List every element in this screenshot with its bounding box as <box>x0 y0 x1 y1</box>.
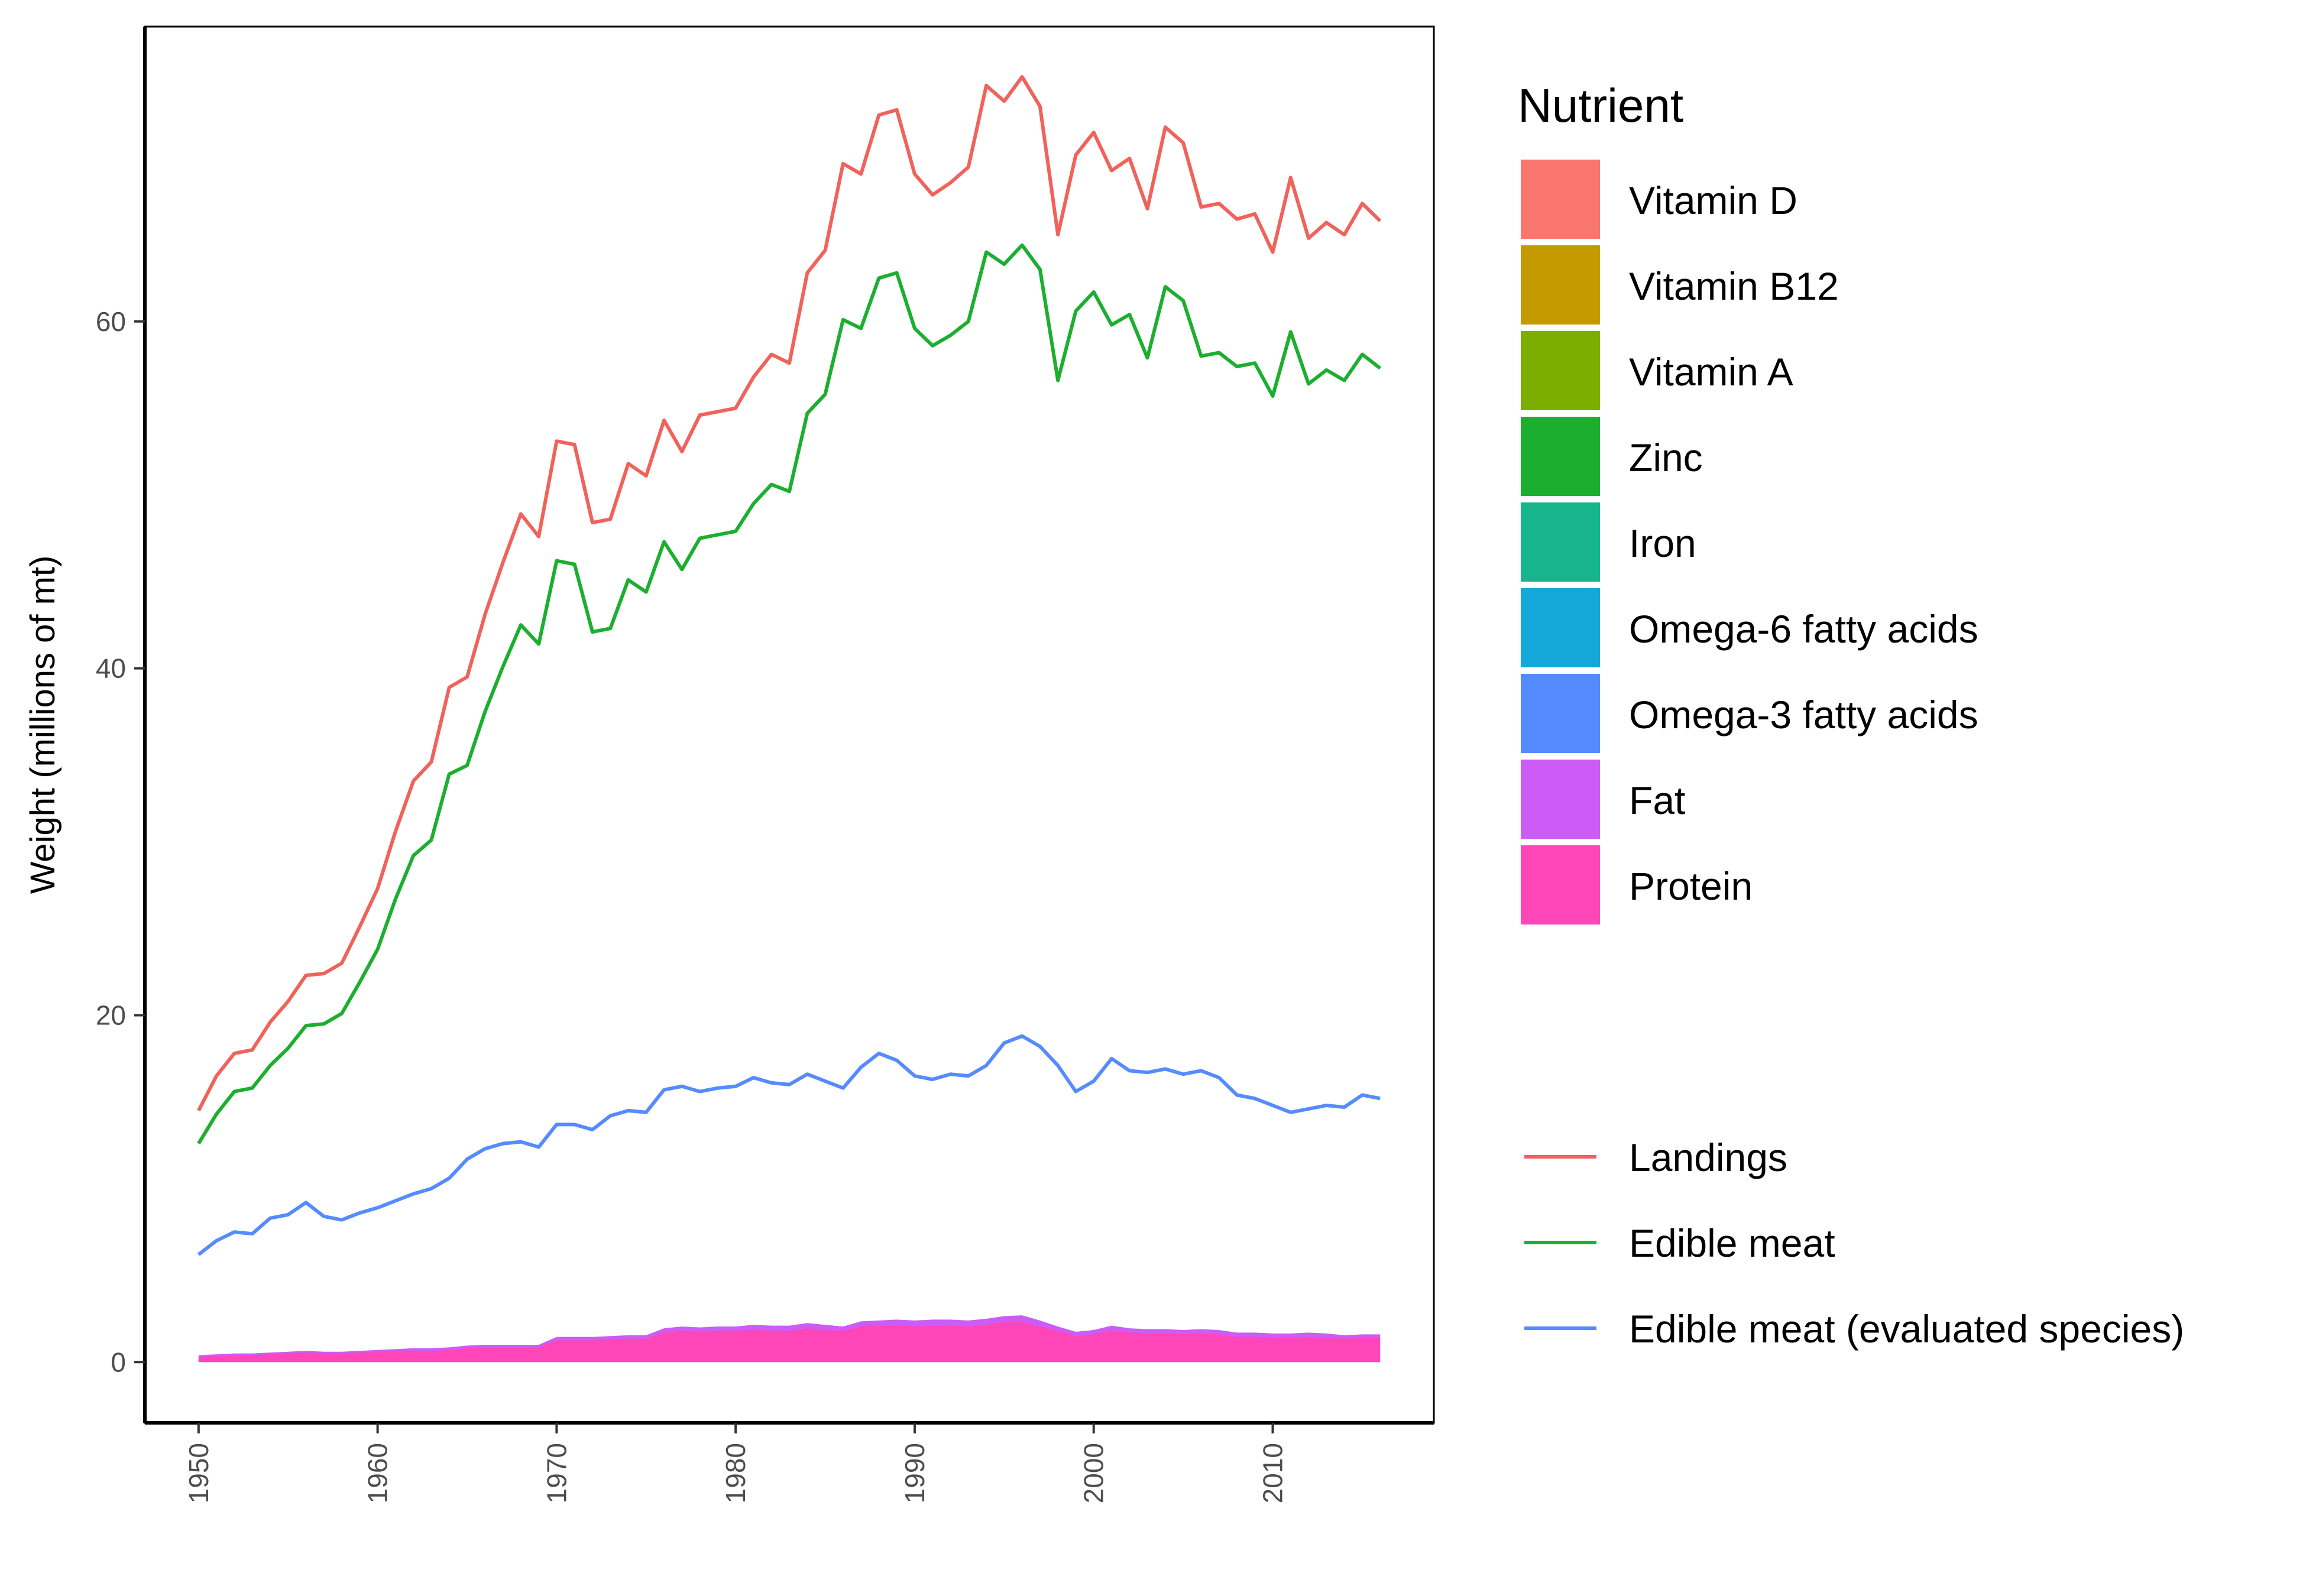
legend-label: Iron <box>1629 521 1696 565</box>
x-tick-label: 1990 <box>899 1443 930 1503</box>
line-landings <box>197 75 1382 1112</box>
y-axis-title: Weight (millions of mt) <box>24 556 62 894</box>
legend-key-protein <box>1521 845 1600 924</box>
legend-key-omega-3-fatty-acids <box>1521 674 1600 753</box>
x-tick-label: 2000 <box>1078 1443 1109 1503</box>
line-edible-meat-evaluated-species- <box>197 1034 1381 1256</box>
legend-label: Landings <box>1629 1136 1787 1179</box>
legend-label: Zinc <box>1629 436 1703 479</box>
legend-label: Vitamin D <box>1629 179 1797 222</box>
x-tick-label: 1950 <box>183 1443 214 1503</box>
y-tick-label: 60 <box>96 306 126 337</box>
legend-label: Vitamin A <box>1629 350 1793 394</box>
legend-key-omega-6-fatty-acids <box>1521 588 1600 667</box>
legend-fill: Vitamin D Vitamin B12 Vitamin A Zinc Iron Ome… <box>1521 160 1978 924</box>
x-axis-ticks: 1950 1960 1970 1980 1990 2000 2010 <box>183 1423 1288 1503</box>
area-protein <box>198 1322 1381 1363</box>
y-tick-label: 20 <box>96 1000 126 1030</box>
legend-label: Vitamin B12 <box>1629 264 1839 308</box>
y-tick-label: 0 <box>111 1347 126 1377</box>
legend-key-fat <box>1521 760 1600 839</box>
nutrient-areas <box>198 1315 1381 1363</box>
legend-key-vitamin-b12 <box>1521 245 1600 325</box>
x-tick-label: 1980 <box>720 1443 751 1503</box>
y-tick-label: 40 <box>96 653 126 684</box>
legend-key-iron <box>1521 502 1600 582</box>
x-tick-label: 1960 <box>362 1443 393 1503</box>
series-lines <box>197 75 1382 1256</box>
x-tick-label: 2010 <box>1258 1443 1288 1503</box>
line-edible-meat <box>197 243 1382 1145</box>
legend-key-vitamin-a <box>1521 331 1600 410</box>
legend-label: Edible meat (evaluated species) <box>1629 1307 2184 1351</box>
legend-label: Protein <box>1629 864 1753 908</box>
legend-key-vitamin-d <box>1521 160 1600 239</box>
legend-label: Edible meat <box>1629 1221 1835 1265</box>
legend-fill-title: Nutrient <box>1518 79 1683 132</box>
x-tick-label: 1970 <box>541 1443 572 1503</box>
legend-lines: Landings Edible meat Edible meat (evaluate… <box>1524 1136 2184 1351</box>
legend-label: Omega-3 fatty acids <box>1629 693 1978 737</box>
legend-label: Omega-6 fatty acids <box>1629 607 1978 651</box>
legend-label: Fat <box>1629 778 1685 822</box>
legend-key-zinc <box>1521 417 1600 496</box>
y-axis-ticks: 0 20 40 60 <box>96 306 145 1377</box>
